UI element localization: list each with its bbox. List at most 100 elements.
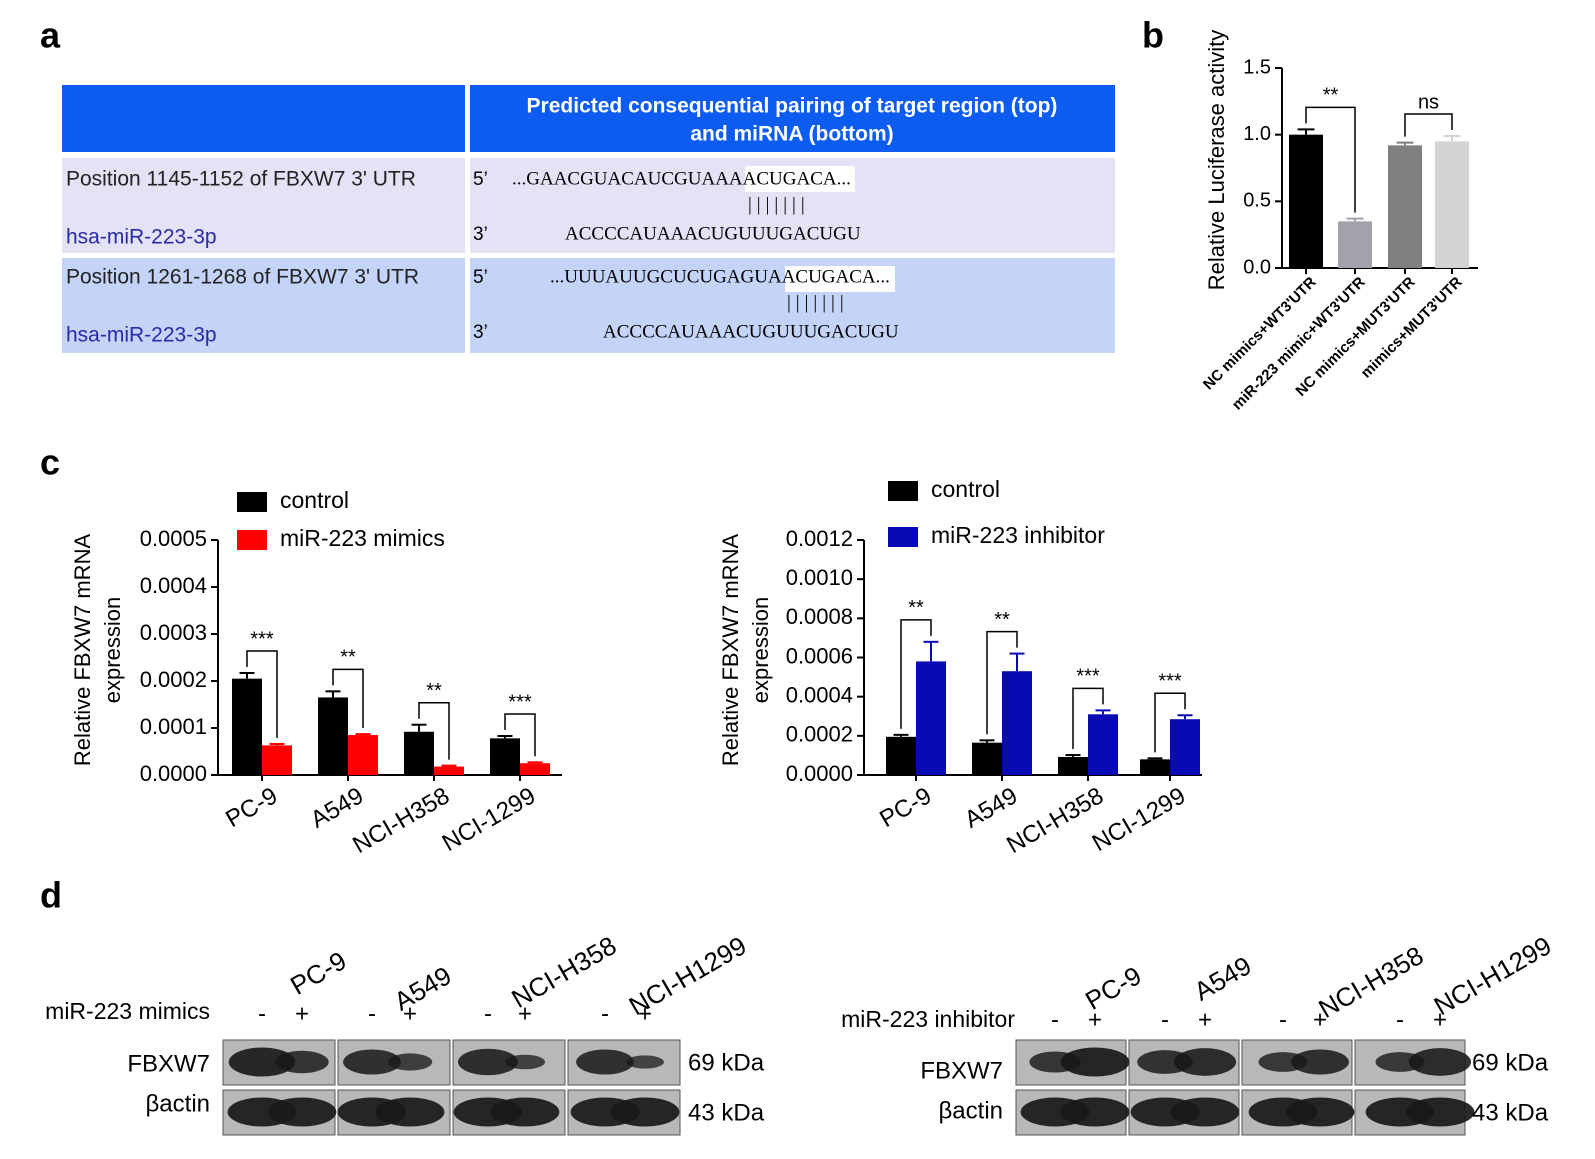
lane-sign: + — [1198, 1006, 1212, 1033]
blot-band — [267, 1097, 337, 1127]
blot-band — [1408, 1048, 1472, 1076]
significance-label: ** — [994, 609, 1010, 631]
strand-end: 3’ — [473, 224, 488, 245]
y-axis-label: Relative FBXW7 mRNA — [70, 534, 95, 767]
y-axis-label: Relative Luciferase activity — [1204, 30, 1229, 290]
significance-label: ** — [340, 647, 356, 669]
y-tick-label: 0.0004 — [786, 682, 853, 707]
lane-sign: + — [1433, 1006, 1447, 1033]
significance-bracket — [332, 668, 364, 729]
mirna-sequence: ACCCCAUAAACUGUUUGACUGU — [603, 321, 899, 342]
significance-bracket — [986, 630, 1018, 735]
lane-sign: + — [1313, 1006, 1327, 1033]
protein-label: βactin — [146, 1090, 211, 1117]
cell-line-label: PC-9 — [285, 945, 351, 1001]
lane-sign: + — [518, 1000, 532, 1027]
bar — [1435, 141, 1469, 268]
significance-label: *** — [250, 628, 274, 650]
significance-label: *** — [1076, 666, 1100, 688]
y-tick-label: 0.0000 — [140, 761, 207, 786]
bar — [404, 731, 434, 775]
bar — [1170, 719, 1200, 775]
y-tick-label: 0.0008 — [786, 604, 853, 629]
y-tick-label: 0.0004 — [140, 573, 207, 598]
mirna-sequence: ACCCCAUAAACUGUUUGACUGU — [565, 223, 861, 244]
panel-label: d — [40, 875, 62, 916]
treatment-label: miR-223 mimics — [45, 998, 210, 1024]
seed-highlight — [745, 166, 855, 192]
panel-label: a — [40, 15, 61, 56]
blot-band — [504, 1054, 546, 1070]
lane-sign: - — [1051, 1006, 1059, 1033]
blot-band — [610, 1097, 680, 1127]
table-cell — [62, 158, 465, 253]
strand-end: 5’ — [473, 169, 488, 190]
y-tick-label: 0.0003 — [140, 620, 207, 645]
blot-band — [1405, 1097, 1475, 1127]
y-tick-label: 0.0002 — [786, 722, 853, 747]
table-header-cell — [470, 85, 1115, 152]
cell-line-label: A549 — [1189, 950, 1257, 1006]
lane-sign: - — [484, 1000, 492, 1027]
bar — [434, 766, 464, 775]
x-tick-label: NCI-H358 — [348, 782, 454, 859]
x-tick-label: NCI-H358 — [1002, 782, 1108, 859]
blot-band — [1285, 1097, 1355, 1127]
y-tick-label: 0.0012 — [786, 526, 853, 551]
strand-end: 3’ — [473, 322, 488, 343]
significance-bracket — [1305, 106, 1356, 213]
legend-swatch — [237, 530, 267, 550]
pairing: ||||||| — [787, 292, 849, 313]
bar — [318, 697, 348, 775]
lane-sign: - — [368, 1000, 376, 1027]
mirna-label: hsa-miR-223-3p — [66, 324, 217, 347]
y-tick-label: 0.0000 — [786, 761, 853, 786]
cell-line-label: NCI-H1299 — [1429, 930, 1557, 1021]
lane-sign: - — [1161, 1006, 1169, 1033]
y-tick-label: 0.0005 — [140, 526, 207, 551]
protein-label: βactin — [939, 1097, 1004, 1124]
legend-swatch — [237, 492, 267, 512]
significance-bracket — [1154, 692, 1186, 753]
lane-sign: - — [1279, 1006, 1287, 1033]
lane-sign: + — [295, 1000, 309, 1027]
table-cell — [62, 258, 465, 353]
blot-band — [576, 1049, 634, 1075]
bar — [886, 736, 916, 775]
table-header: Predicted consequential pairing of targe… — [527, 95, 1058, 118]
lane-sign: - — [601, 1000, 609, 1027]
bar — [232, 678, 262, 775]
bar — [1058, 756, 1088, 775]
target-sequence: ...UUUAUUGCUCUGAGUAACUGACA... — [550, 266, 890, 287]
bar — [972, 742, 1002, 775]
blot-band — [228, 1047, 296, 1077]
mirna-label: hsa-miR-223-3p — [66, 226, 217, 249]
significance-bracket — [418, 701, 450, 760]
bar — [1388, 145, 1422, 268]
bar — [262, 745, 292, 775]
bar — [348, 735, 378, 775]
blot-band — [1170, 1097, 1240, 1127]
y-tick-label: 0.0006 — [786, 643, 853, 668]
blot-band — [387, 1053, 433, 1071]
y-axis-label: expression — [100, 597, 125, 703]
legend-label: control — [931, 476, 1000, 502]
strand-end: 5’ — [473, 267, 488, 288]
bar — [1338, 221, 1372, 268]
target-label: Position 1261-1268 of FBXW7 3' UTR — [66, 266, 419, 289]
y-tick-label: 0.0010 — [786, 565, 853, 590]
protein-label: FBXW7 — [127, 1050, 210, 1077]
protein-label: FBXW7 — [920, 1057, 1003, 1084]
significance-bracket — [900, 619, 932, 729]
bar — [1002, 671, 1032, 775]
significance-bracket — [504, 713, 536, 757]
significance-bracket — [1404, 113, 1453, 137]
blot-band — [626, 1055, 664, 1069]
x-tick-label: PC-9 — [221, 782, 282, 833]
bar — [916, 661, 946, 775]
x-tick-label: NCI-1299 — [1088, 782, 1190, 857]
blot-band — [1291, 1049, 1349, 1075]
treatment-label: miR-223 inhibitor — [841, 1006, 1015, 1032]
legend-label: control — [280, 487, 349, 513]
legend-swatch — [888, 527, 918, 547]
